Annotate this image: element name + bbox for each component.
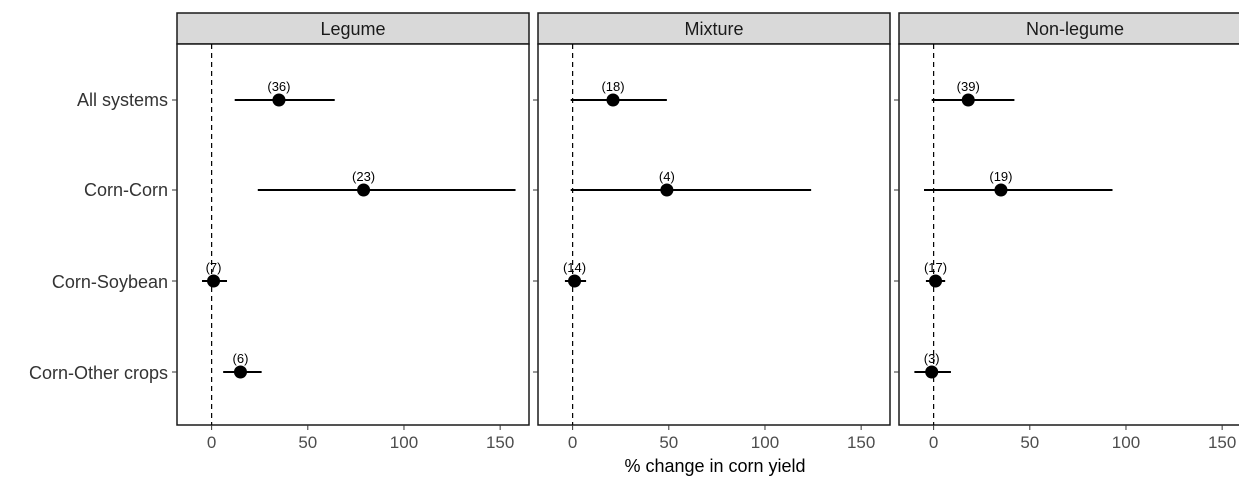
panel-border-mixture [537,43,891,426]
x-tick-label: 50 [298,433,317,452]
facet-mixture: Mixture 0 50 100 150 (18) (4) (14) [533,12,891,452]
x-tick-label: 100 [751,433,779,452]
x-tick-label: 0 [568,433,577,452]
n-label-mixture-corn-soybean: (14) [563,260,586,275]
point-non-legume-corn-corn [994,183,1008,197]
x-tick-label: 150 [486,433,514,452]
x-tick-label: 150 [847,433,875,452]
point-mixture-corn-soybean [568,274,582,288]
y-tick-corn-other-crops: Corn-Other crops [29,363,168,383]
n-label-legume-corn-corn: (23) [352,169,375,184]
facet-title-non-legume: Non-legume [1026,19,1124,39]
n-label-non-legume-corn-soybean: (17) [924,260,947,275]
facet-title-legume: Legume [320,19,385,39]
facet-legume: Legume 0 50 100 150 (36) (23) (7) (6) [172,12,530,452]
n-label-non-legume-corn-corn: (19) [989,169,1012,184]
n-label-legume-all-systems: (36) [267,79,290,94]
x-tick-label: 100 [390,433,418,452]
facet-non-legume: Non-legume 0 50 100 150 (39) (19) (17) (3) [894,12,1239,452]
y-tick-corn-corn: Corn-Corn [84,180,168,200]
facet-title-mixture: Mixture [684,19,743,39]
facet-panels: Legume 0 50 100 150 (36) (23) (7) (6) Mixture 0 50 1… [172,12,1239,452]
point-non-legume-corn-soybean [929,274,943,288]
x-tick-label: 0 [207,433,216,452]
n-label-non-legume-all-systems: (39) [957,79,980,94]
point-legume-corn-other-crops [233,365,247,379]
n-label-mixture-corn-corn: (4) [659,169,675,184]
y-tick-corn-soybean: Corn-Soybean [52,272,168,292]
y-axis: All systems Corn-Corn Corn-Soybean Corn-… [29,90,168,383]
n-label-legume-corn-other-crops: (6) [233,351,249,366]
facet-strip-legume [176,12,530,45]
x-tick-label: 150 [1208,433,1236,452]
y-tick-all-systems: All systems [77,90,168,110]
x-axis-label: % change in corn yield [624,456,805,476]
facet-strip-non-legume [898,12,1239,45]
n-label-legume-corn-soybean: (7) [206,260,222,275]
x-tick-label: 0 [929,433,938,452]
point-legume-corn-corn [357,183,371,197]
point-non-legume-all-systems [961,93,975,107]
n-label-non-legume-corn-other-crops: (3) [924,351,940,366]
point-mixture-all-systems [606,93,620,107]
point-legume-all-systems [272,93,286,107]
point-legume-corn-soybean [207,274,221,288]
panel-border-non-legume [898,43,1239,426]
point-non-legume-corn-other-crops [925,365,939,379]
panel-border-legume [176,43,530,426]
x-tick-label: 50 [1020,433,1039,452]
x-tick-label: 50 [659,433,678,452]
x-tick-label: 100 [1112,433,1140,452]
point-mixture-corn-corn [660,183,674,197]
n-label-mixture-all-systems: (18) [601,79,624,94]
